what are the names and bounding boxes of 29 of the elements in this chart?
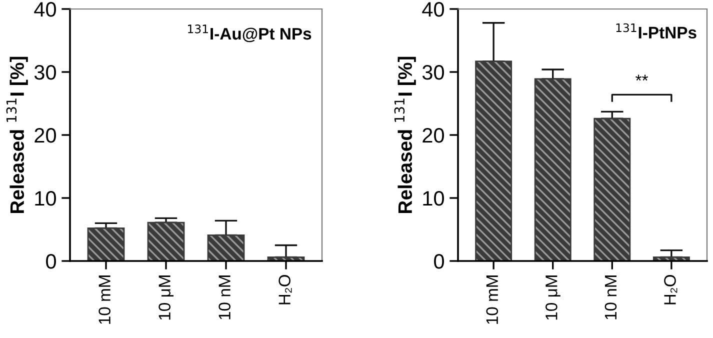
bar bbox=[594, 118, 631, 261]
x-tick-label: 10 μM bbox=[546, 276, 560, 320]
y-tick-label: 10 bbox=[35, 191, 56, 206]
y-tick-label: 40 bbox=[34, 2, 56, 17]
x-tick-label: 10 nM bbox=[604, 276, 617, 320]
y-tick-label: 30 bbox=[34, 65, 56, 80]
x-tick-label: 10 nM bbox=[218, 276, 230, 320]
y-tick-label: 10 bbox=[423, 191, 444, 206]
x-tick-label: 10 mM bbox=[486, 276, 498, 324]
text: $^{131}$I-PtNPs bbox=[616, 23, 696, 39]
y-tick-label: 0 bbox=[46, 254, 56, 269]
bar bbox=[87, 228, 125, 261]
x-tick-label: H₂O bbox=[278, 274, 292, 304]
x-tick-label: 10 mM bbox=[98, 276, 110, 324]
bar bbox=[475, 60, 512, 261]
x-tick-label: 10 μM bbox=[158, 276, 174, 320]
y-tick-label: 0 bbox=[434, 254, 444, 269]
y-tick-label: 20 bbox=[422, 128, 444, 143]
y-tick-label: 40 bbox=[422, 2, 444, 17]
bar bbox=[534, 78, 572, 261]
y-tick-label: 20 bbox=[34, 128, 56, 143]
y-axis-title: Released $^{131}$I [%] bbox=[394, 56, 416, 214]
bar bbox=[147, 222, 185, 261]
annotation: ** bbox=[636, 74, 648, 81]
y-tick-label: 30 bbox=[422, 65, 444, 80]
x-tick-label: H₂O bbox=[664, 274, 678, 304]
bar bbox=[207, 234, 245, 261]
y-axis-title: Released $^{131}$I [%] bbox=[6, 56, 28, 214]
text: $^{131}$I-Au@Pt NPs bbox=[188, 24, 312, 42]
